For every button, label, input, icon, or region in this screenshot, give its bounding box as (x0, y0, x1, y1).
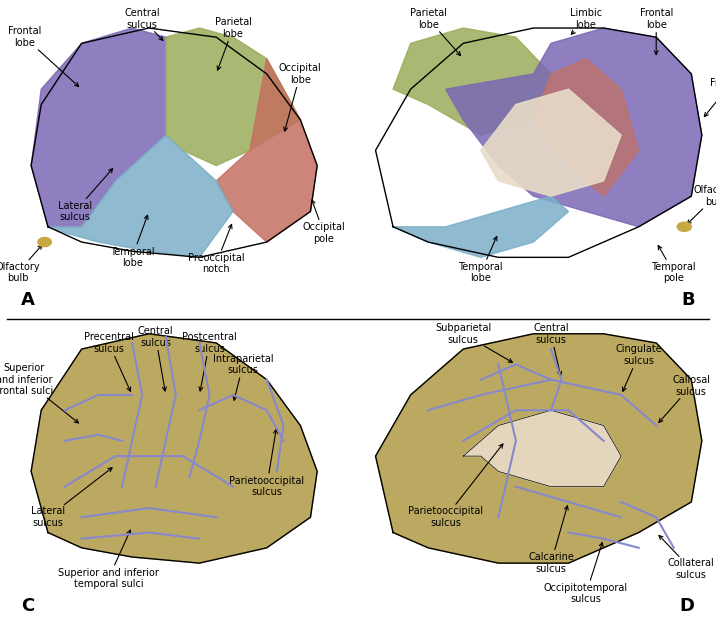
Text: Superior
and inferior
frontal sulci: Superior and inferior frontal sulci (0, 363, 79, 423)
Text: Preoccipital
notch: Preoccipital notch (188, 224, 245, 275)
Polygon shape (445, 28, 702, 227)
Polygon shape (216, 59, 317, 242)
Text: Parietal
lobe: Parietal lobe (410, 8, 460, 55)
Text: Precentral
sulcus: Precentral sulcus (84, 332, 133, 391)
Text: Frontal
pole: Frontal pole (705, 78, 716, 117)
Ellipse shape (38, 238, 52, 247)
Text: Frontal
lobe: Frontal lobe (8, 26, 79, 87)
Polygon shape (48, 135, 233, 257)
Text: Subparietal
sulcus: Subparietal sulcus (435, 323, 513, 362)
Polygon shape (393, 28, 551, 135)
Text: Temporal
pole: Temporal pole (652, 245, 696, 283)
Text: Postcentral
sulcus: Postcentral sulcus (182, 332, 237, 391)
Text: Occipitotemporal
sulcus: Occipitotemporal sulcus (544, 543, 628, 605)
Text: Collateral
sulcus: Collateral sulcus (659, 536, 715, 580)
Polygon shape (393, 196, 569, 257)
Polygon shape (165, 28, 301, 166)
Text: Calcarine
sulcus: Calcarine sulcus (528, 506, 574, 574)
Text: Occipital
pole: Occipital pole (303, 200, 345, 244)
Text: Lateral
sulcus: Lateral sulcus (58, 169, 112, 222)
Text: Lateral
sulcus: Lateral sulcus (31, 468, 112, 528)
Text: Parietal
lobe: Parietal lobe (215, 17, 251, 70)
Text: C: C (21, 597, 34, 615)
Text: Intraparietal
sulcus: Intraparietal sulcus (213, 354, 274, 400)
Text: Parietooccipital
sulcus: Parietooccipital sulcus (408, 444, 503, 528)
Polygon shape (376, 334, 702, 563)
Text: Central
sulcus: Central sulcus (125, 8, 163, 40)
Text: Occipital
lobe: Occipital lobe (279, 63, 321, 131)
Polygon shape (32, 28, 165, 227)
Text: Temporal
lobe: Temporal lobe (458, 236, 503, 283)
Text: Limbic
lobe: Limbic lobe (570, 8, 602, 34)
Text: Cingulate
sulcus: Cingulate sulcus (615, 345, 662, 391)
Text: Callosal
sulcus: Callosal sulcus (659, 375, 710, 422)
Text: A: A (21, 291, 35, 310)
Text: Olfactory
bulb: Olfactory bulb (0, 245, 42, 283)
Polygon shape (533, 59, 639, 196)
Text: Superior and inferior
temporal sulci: Superior and inferior temporal sulci (58, 530, 159, 589)
Text: Temporal
lobe: Temporal lobe (110, 215, 155, 268)
Text: Frontal
lobe: Frontal lobe (639, 8, 673, 55)
Polygon shape (481, 89, 621, 196)
Text: Olfactory
bulb: Olfactory bulb (687, 185, 716, 224)
Text: Central
sulcus: Central sulcus (533, 323, 569, 376)
Ellipse shape (677, 222, 692, 231)
Text: D: D (679, 597, 695, 615)
Polygon shape (463, 410, 621, 487)
Polygon shape (32, 334, 317, 563)
Text: B: B (681, 291, 695, 310)
Text: Parietooccipital
sulcus: Parietooccipital sulcus (229, 429, 304, 497)
Text: Central
sulcus: Central sulcus (138, 326, 173, 391)
